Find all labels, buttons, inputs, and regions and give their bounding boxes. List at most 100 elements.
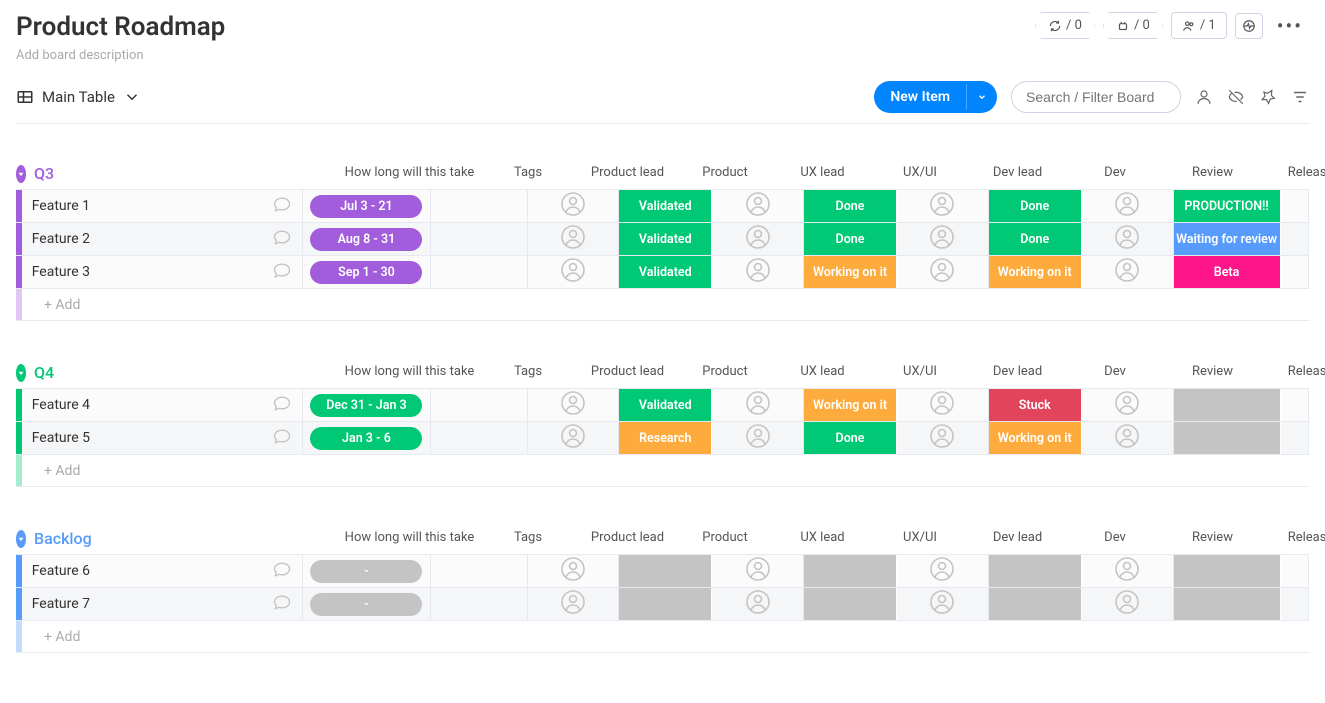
timeline-cell[interactable]: Dec 31 - Jan 3 [303,389,431,421]
column-header[interactable]: UX lead [774,530,871,548]
collapse-icon[interactable] [16,364,26,382]
tags-cell[interactable] [431,555,528,587]
item-name-cell[interactable]: Feature 2 [22,223,303,255]
status-cell[interactable]: Validated [619,223,712,255]
tags-cell[interactable] [431,190,528,222]
status-cell[interactable] [989,588,1082,620]
column-header[interactable]: Product [676,165,774,183]
status-cell[interactable] [619,555,712,587]
pin-icon[interactable] [1259,88,1277,106]
person-cell[interactable] [1082,389,1174,421]
person-cell[interactable] [897,588,989,620]
hide-icon[interactable] [1227,88,1245,106]
person-cell[interactable] [712,190,804,222]
add-item-row[interactable]: + Add [16,288,1309,321]
column-header[interactable]: How long will this take [342,165,477,183]
board-title[interactable]: Product Roadmap [16,12,225,42]
person-cell[interactable] [712,256,804,288]
released-cell[interactable] [1174,422,1281,454]
column-header[interactable]: Tags [477,364,579,382]
person-cell[interactable] [712,223,804,255]
table-row[interactable]: Feature 4Dec 31 - Jan 3ValidatedWorking … [16,388,1309,421]
status-cell[interactable]: Done [989,190,1082,222]
person-filter-icon[interactable] [1195,88,1213,106]
column-header[interactable]: Review [1164,364,1261,382]
person-cell[interactable] [897,256,989,288]
status-cell[interactable]: Done [989,223,1082,255]
column-header[interactable]: UX lead [774,364,871,382]
activity-badge[interactable] [1235,13,1263,39]
person-cell[interactable] [712,588,804,620]
chat-icon[interactable] [272,559,292,583]
timeline-cell[interactable]: Jan 3 - 6 [303,422,431,454]
person-cell[interactable] [528,588,620,620]
item-name-cell[interactable]: Feature 1 [22,190,303,222]
person-cell[interactable] [1082,588,1174,620]
column-header[interactable]: Dev lead [969,530,1066,548]
item-name-cell[interactable]: Feature 6 [22,555,303,587]
person-cell[interactable] [712,422,804,454]
group-title[interactable]: Q4 [34,363,342,382]
timeline-cell[interactable]: Aug 8 - 31 [303,223,431,255]
person-cell[interactable] [897,422,989,454]
status-cell[interactable]: Working on it [989,422,1082,454]
person-cell[interactable] [528,223,620,255]
group-title[interactable]: Backlog [34,529,342,548]
person-cell[interactable] [1082,422,1174,454]
column-header[interactable]: Dev lead [969,165,1066,183]
person-cell[interactable] [897,389,989,421]
tags-cell[interactable] [431,588,528,620]
more-menu[interactable]: ••• [1271,14,1309,38]
status-cell[interactable]: Research [619,422,712,454]
status-cell[interactable]: Working on it [804,389,897,421]
board-description[interactable]: Add board description [16,48,225,63]
column-header[interactable]: Product lead [579,530,676,548]
column-header[interactable]: UX/UI [871,530,969,548]
person-cell[interactable] [528,555,620,587]
column-header[interactable]: How long will this take [342,530,477,548]
person-cell[interactable] [897,223,989,255]
status-cell[interactable]: Done [804,422,897,454]
status-cell[interactable]: Done [804,223,897,255]
released-cell[interactable]: Waiting for review [1174,223,1281,255]
timeline-cell[interactable]: Sep 1 - 30 [303,256,431,288]
group-title[interactable]: Q3 [34,164,342,183]
search-input[interactable] [1011,81,1181,113]
person-cell[interactable] [1082,555,1174,587]
person-cell[interactable] [528,190,620,222]
chat-icon[interactable] [272,194,292,218]
status-cell[interactable]: Validated [619,256,712,288]
column-header[interactable]: Dev [1066,530,1164,548]
column-header[interactable]: Review [1164,530,1261,548]
column-header[interactable]: Tags [477,165,579,183]
table-row[interactable]: Feature 2Aug 8 - 31 Validated Done Done Wait… [16,222,1309,255]
status-cell[interactable]: Working on it [804,256,897,288]
column-header[interactable]: Review [1164,165,1261,183]
column-header[interactable]: UX lead [774,165,871,183]
add-item-row[interactable]: + Add [16,620,1309,653]
status-cell[interactable]: Working on it [989,256,1082,288]
collapse-icon[interactable] [16,165,26,183]
column-header[interactable]: Released ! [1261,364,1325,382]
timeline-cell[interactable]: - [303,588,431,620]
filter-icon[interactable] [1291,88,1309,106]
collapse-icon[interactable] [16,530,26,548]
person-cell[interactable] [712,555,804,587]
automation-badge[interactable]: / 0 [1035,12,1095,39]
released-cell[interactable]: Beta [1174,256,1281,288]
person-cell[interactable] [528,422,620,454]
table-row[interactable]: Feature 3Sep 1 - 30ValidatedWorking on i… [16,255,1309,288]
item-name-cell[interactable]: Feature 4 [22,389,303,421]
person-cell[interactable] [712,389,804,421]
column-header[interactable]: Dev lead [969,364,1066,382]
add-item-row[interactable]: + Add [16,454,1309,487]
column-header[interactable]: Dev [1066,364,1164,382]
person-cell[interactable] [1082,190,1174,222]
person-cell[interactable] [1082,256,1174,288]
chat-icon[interactable] [272,260,292,284]
status-cell[interactable] [989,555,1082,587]
person-cell[interactable] [897,555,989,587]
chat-icon[interactable] [272,426,292,450]
column-header[interactable]: UX/UI [871,165,969,183]
integration-badge[interactable]: / 0 [1103,12,1163,39]
